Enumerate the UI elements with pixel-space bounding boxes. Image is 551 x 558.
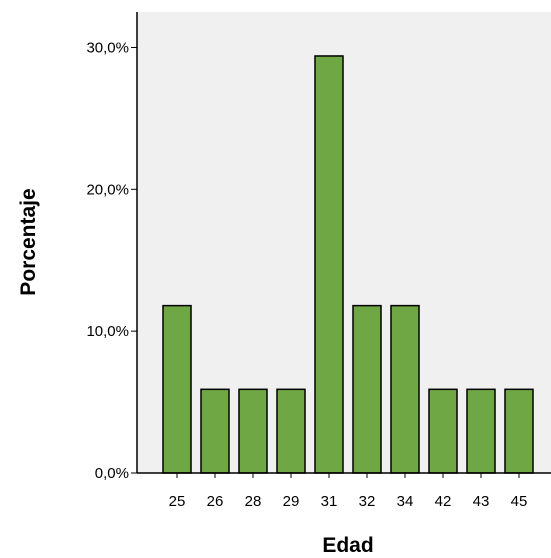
bars-group bbox=[162, 55, 534, 474]
y-axis-title: Porcentaje bbox=[17, 188, 40, 295]
x-tick-label-25: 25 bbox=[169, 493, 186, 510]
bar-31 bbox=[314, 55, 344, 474]
x-tick-label-32: 32 bbox=[359, 493, 376, 510]
x-tick-label-45: 45 bbox=[511, 493, 528, 510]
x-tick-label-42: 42 bbox=[435, 493, 452, 510]
bar-26 bbox=[200, 388, 230, 474]
bar-45 bbox=[504, 388, 534, 474]
y-tick-label: 0,0% bbox=[95, 465, 129, 482]
y-tick-label: 30,0% bbox=[86, 39, 129, 56]
y-tick-label: 10,0% bbox=[86, 323, 129, 340]
bar-32 bbox=[352, 304, 382, 474]
bar-34 bbox=[390, 304, 420, 474]
y-axis-ticks: 0,0% 10,0% 20,0% 30,0% bbox=[86, 39, 137, 482]
x-tick-label-31: 31 bbox=[321, 493, 338, 510]
x-tick-label-43: 43 bbox=[473, 493, 490, 510]
bar-28 bbox=[238, 388, 268, 474]
x-tick-label-28: 28 bbox=[245, 493, 262, 510]
x-axis-ticks: 25 26 28 29 31 32 34 42 43 45 bbox=[169, 473, 528, 510]
bar-42 bbox=[428, 388, 458, 474]
bar-43 bbox=[466, 388, 496, 474]
bar-25 bbox=[162, 304, 192, 474]
bar-29 bbox=[276, 388, 306, 474]
x-axis-title: Edad bbox=[322, 534, 373, 557]
x-tick-label-29: 29 bbox=[283, 493, 300, 510]
x-tick-label-34: 34 bbox=[397, 493, 414, 510]
x-tick-label-26: 26 bbox=[207, 493, 224, 510]
y-tick-label: 20,0% bbox=[86, 181, 129, 198]
